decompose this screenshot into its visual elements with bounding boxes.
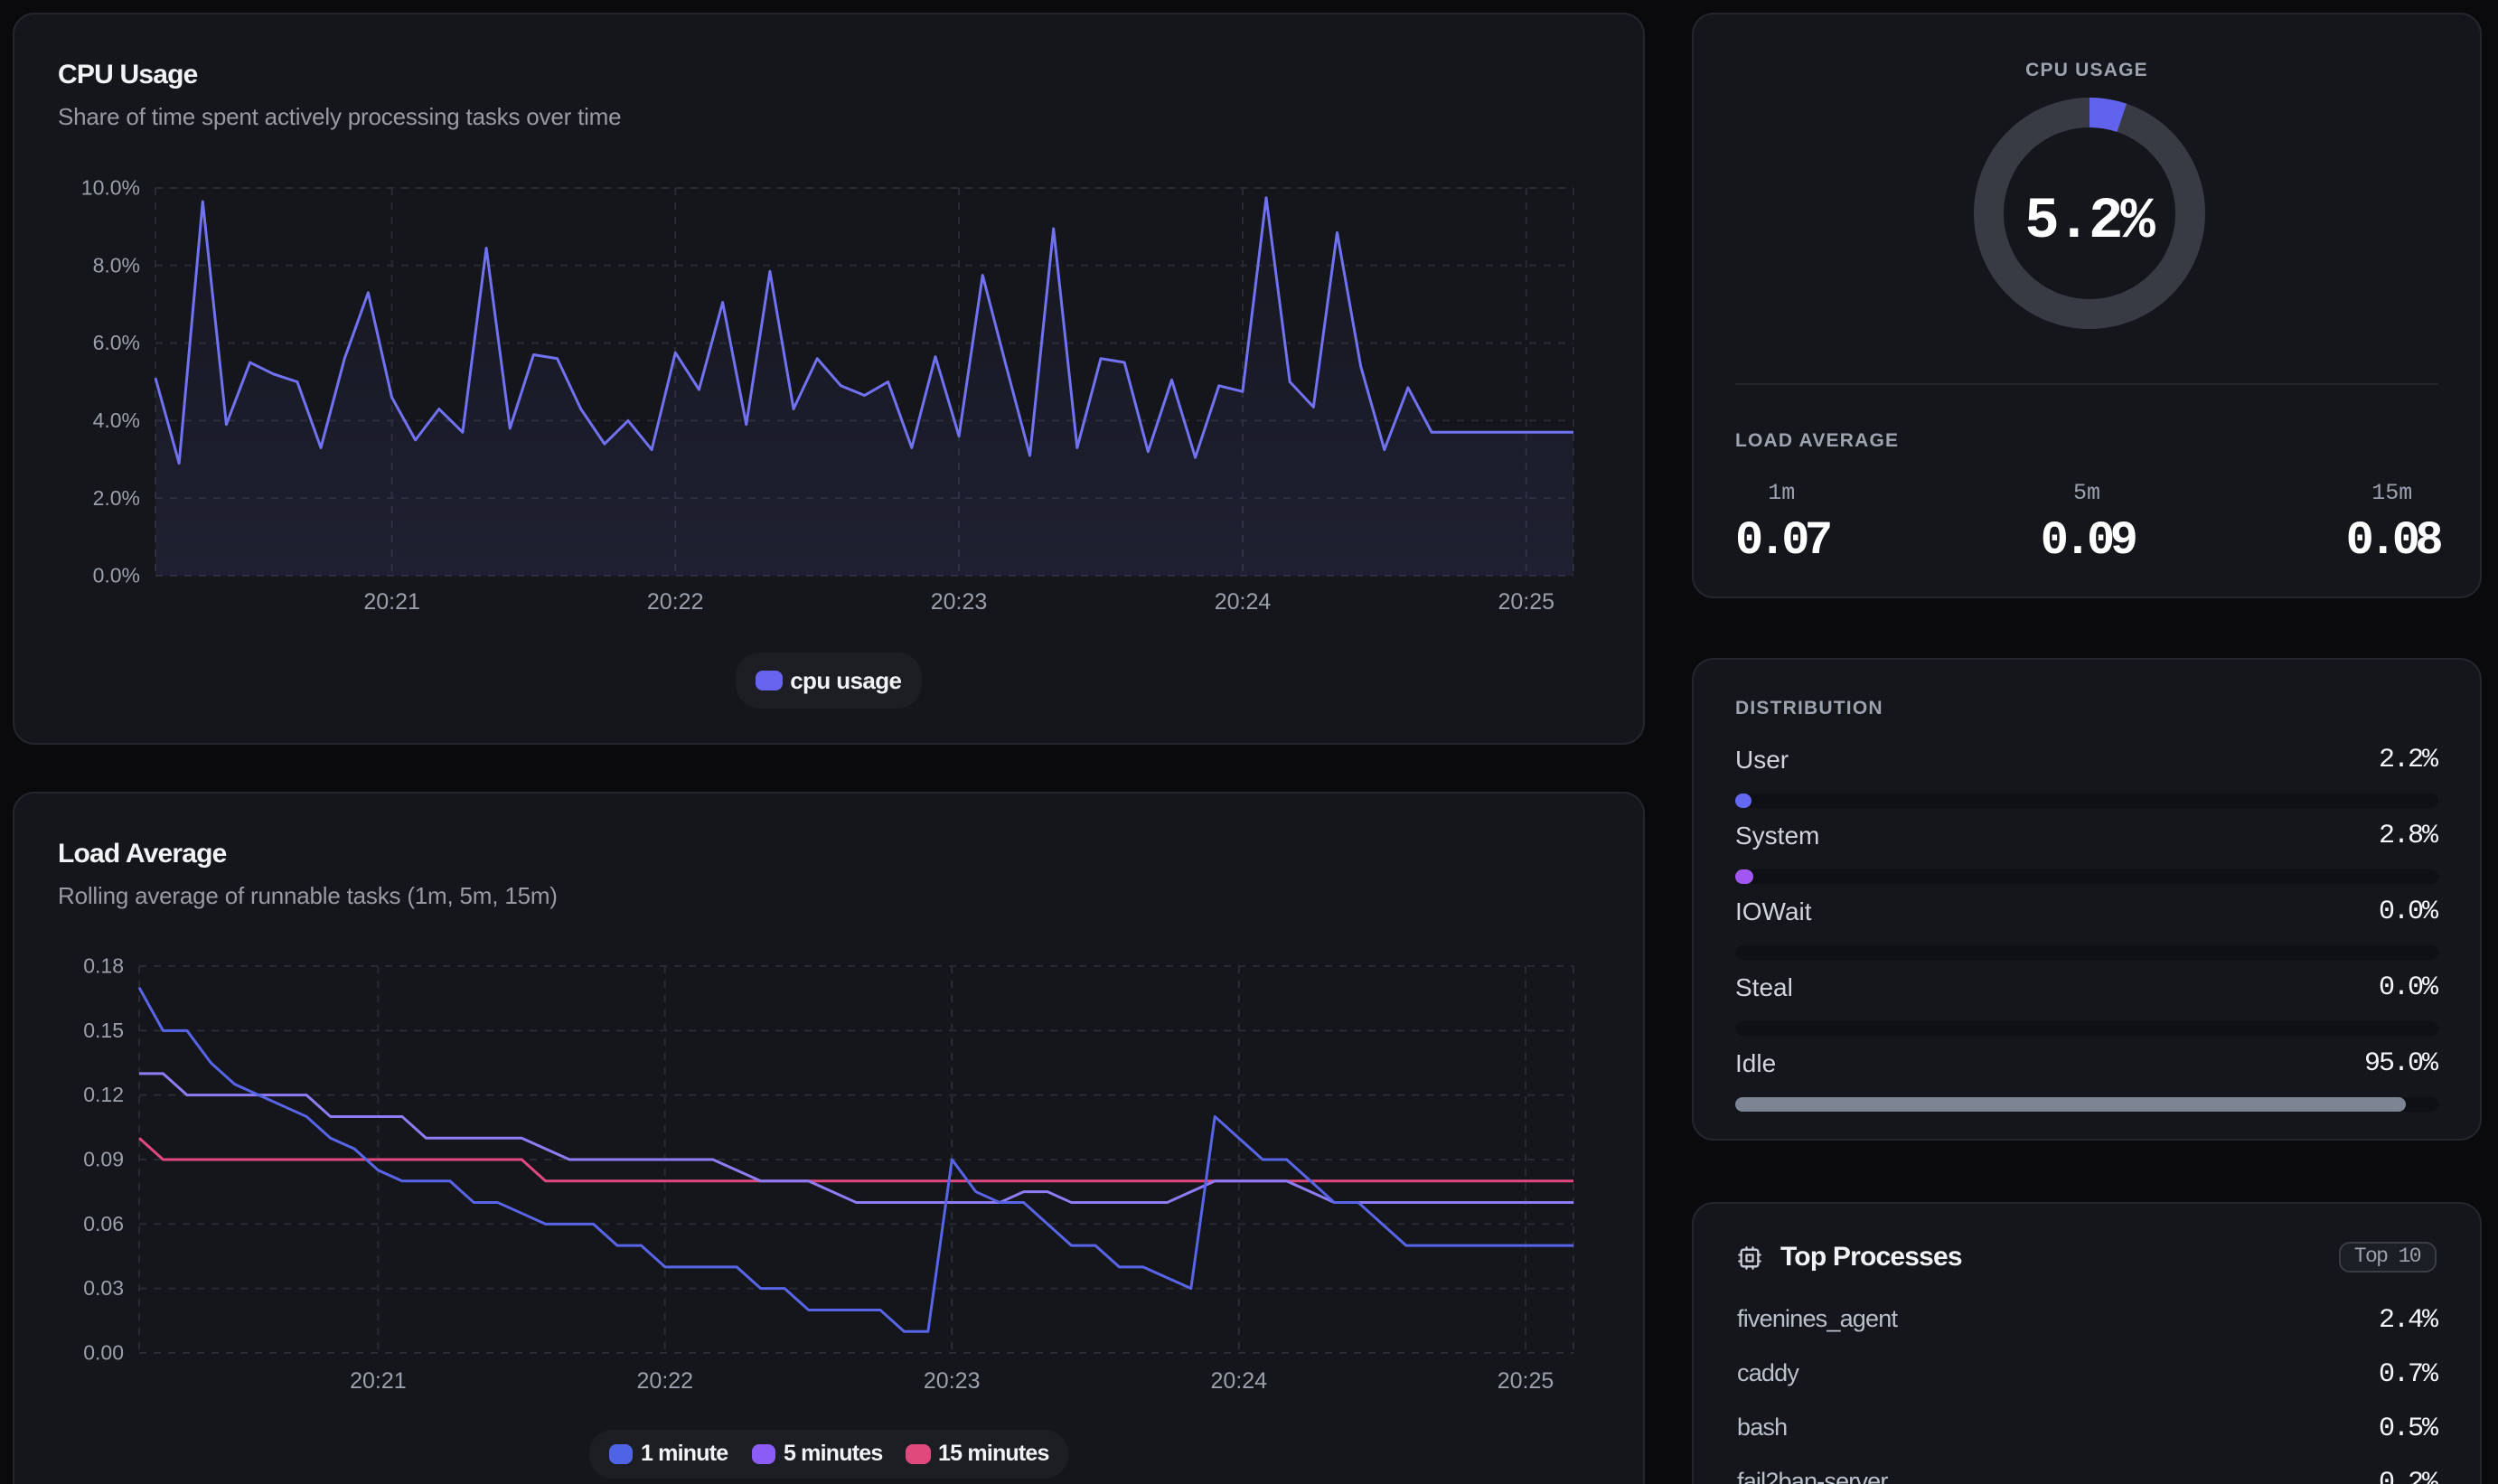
svg-text:0.00: 0.00 bbox=[83, 1341, 124, 1365]
svg-text:20:24: 20:24 bbox=[1211, 1368, 1268, 1394]
svg-text:0.15: 0.15 bbox=[83, 1019, 124, 1042]
svg-text:0.12: 0.12 bbox=[83, 1083, 124, 1106]
svg-text:0.09: 0.09 bbox=[83, 1148, 124, 1171]
svg-text:4.0%: 4.0% bbox=[93, 409, 140, 432]
svg-text:2.0%: 2.0% bbox=[93, 486, 140, 510]
svg-text:20:25: 20:25 bbox=[1498, 589, 1555, 615]
svg-text:0.06: 0.06 bbox=[83, 1212, 124, 1235]
svg-text:20:25: 20:25 bbox=[1498, 1368, 1554, 1394]
svg-text:0.18: 0.18 bbox=[83, 954, 124, 978]
svg-text:20:24: 20:24 bbox=[1215, 589, 1272, 615]
svg-text:0.0%: 0.0% bbox=[93, 564, 140, 587]
svg-text:6.0%: 6.0% bbox=[93, 331, 140, 354]
svg-text:20:23: 20:23 bbox=[931, 589, 988, 615]
svg-text:8.0%: 8.0% bbox=[93, 253, 140, 277]
svg-text:20:22: 20:22 bbox=[647, 589, 704, 615]
svg-text:10.0%: 10.0% bbox=[81, 176, 140, 200]
svg-text:20:23: 20:23 bbox=[924, 1368, 981, 1394]
svg-text:20:21: 20:21 bbox=[363, 589, 420, 615]
svg-text:20:22: 20:22 bbox=[637, 1368, 694, 1394]
svg-text:20:21: 20:21 bbox=[350, 1368, 407, 1394]
svg-text:0.03: 0.03 bbox=[83, 1276, 124, 1300]
